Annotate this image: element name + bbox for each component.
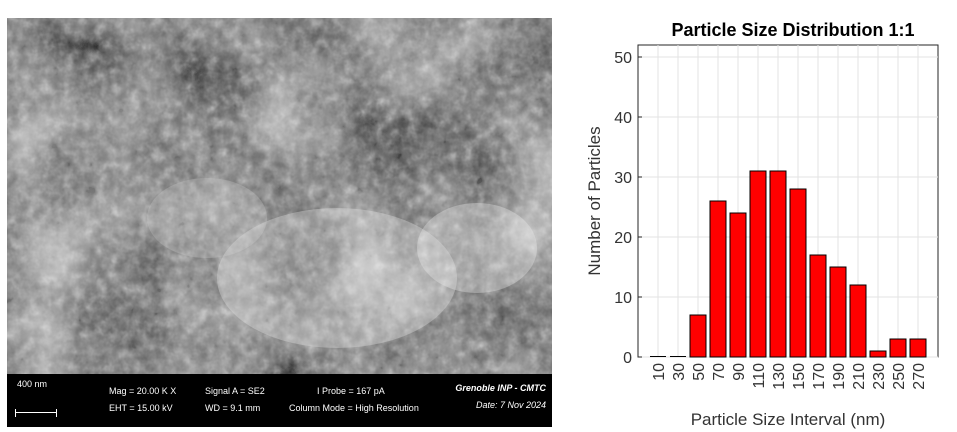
x-tick-label: 210 xyxy=(851,363,868,390)
column-mode-readout: Column Mode = High Resolution xyxy=(289,403,419,413)
x-tick-label: 170 xyxy=(811,363,828,390)
bar xyxy=(729,212,747,358)
bars xyxy=(650,170,927,358)
probe-readout: I Probe = 167 pA xyxy=(317,386,385,396)
x-tick-label: 270 xyxy=(911,363,928,390)
bar xyxy=(789,188,807,358)
x-tick-label: 50 xyxy=(691,363,708,381)
signal-readout: Signal A = SE2 xyxy=(205,386,265,396)
x-tick-labels: 10 30 50 70 90 110 130 150 170 190 210 230 250 270 xyxy=(651,363,928,390)
date-label: Date: 7 Nov 2024 xyxy=(475,400,546,410)
x-tick-label: 190 xyxy=(831,363,848,390)
bar xyxy=(909,338,927,358)
bar xyxy=(849,284,867,358)
y-tick-label: 30 xyxy=(614,170,632,187)
bar xyxy=(769,170,787,358)
institution-label: Grenoble INP - CMTC xyxy=(455,383,546,393)
y-tick-label: 50 xyxy=(614,50,632,67)
bar xyxy=(709,200,727,358)
scale-bar-label: 400 nm xyxy=(17,379,48,389)
y-tick-label: 0 xyxy=(623,350,632,367)
bar xyxy=(869,350,887,358)
x-tick-label: 130 xyxy=(771,363,788,390)
scale-bar xyxy=(15,409,57,417)
plot-area xyxy=(637,44,939,358)
eht-readout: EHT = 15.00 kV xyxy=(109,403,173,413)
bar xyxy=(749,170,767,358)
wd-readout: WD = 9.1 mm xyxy=(205,403,261,413)
x-tick-label: 110 xyxy=(751,363,768,389)
histogram-chart: Particle Size Distribution 1:1 0 10 20 30 40… xyxy=(585,20,939,429)
bar xyxy=(689,314,707,358)
mag-readout: Mag = 20.00 K X xyxy=(109,386,177,396)
x-tick-label: 230 xyxy=(871,363,888,390)
y-tick-label: 20 xyxy=(614,230,632,247)
x-tick-label: 250 xyxy=(891,363,908,390)
bar xyxy=(889,338,907,358)
x-tick-label: 70 xyxy=(711,363,728,381)
x-tick-label: 90 xyxy=(731,363,748,381)
y-axis-label: Number of Particles xyxy=(585,126,604,275)
x-tick-label: 150 xyxy=(791,363,808,390)
bar xyxy=(809,254,827,358)
y-tick-label: 10 xyxy=(614,290,632,307)
y-tick-labels: 0 10 20 30 40 50 xyxy=(614,50,642,367)
chart-title: Particle Size Distribution 1:1 xyxy=(671,20,914,40)
sem-micrograph-panel: 400 nm Mag = 20.00 K X EHT = 15.00 kV Si… xyxy=(7,18,552,427)
bar xyxy=(829,266,847,358)
sem-micrograph-image xyxy=(7,18,552,374)
x-tick-label: 10 xyxy=(651,363,668,381)
x-axis-label: Particle Size Interval (nm) xyxy=(691,410,886,429)
x-tick-label: 30 xyxy=(671,363,688,381)
y-tick-label: 40 xyxy=(614,110,632,127)
sem-info-bar: 400 nm Mag = 20.00 K X EHT = 15.00 kV Si… xyxy=(7,374,552,427)
